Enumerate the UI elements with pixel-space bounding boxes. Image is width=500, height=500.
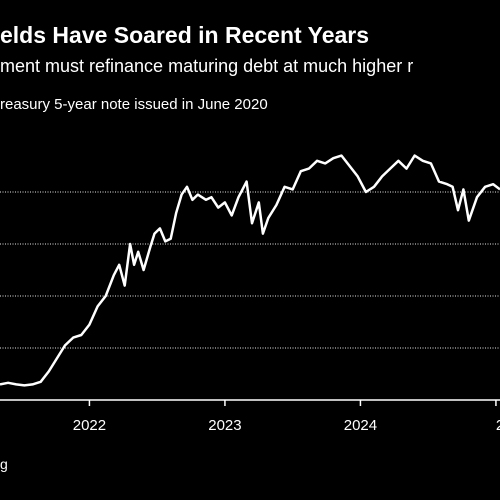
source-note: g [0, 456, 8, 472]
chart-title: elds Have Soared in Recent Years [0, 22, 370, 48]
x-axis-ticks: 2022 2023 2024 2 [73, 400, 500, 434]
gridlines [0, 191, 500, 349]
x-tick-label: 2023 [208, 417, 241, 434]
yield-series-line [0, 154, 500, 387]
chart-subtitle: ment must refinance maturing debt at muc… [0, 56, 414, 76]
x-tick-label: 2022 [73, 417, 106, 434]
x-tick-label: 2024 [344, 417, 377, 434]
x-tick-label: 2 [496, 417, 500, 434]
series-description: reasury 5-year note issued in June 2020 [0, 96, 268, 113]
